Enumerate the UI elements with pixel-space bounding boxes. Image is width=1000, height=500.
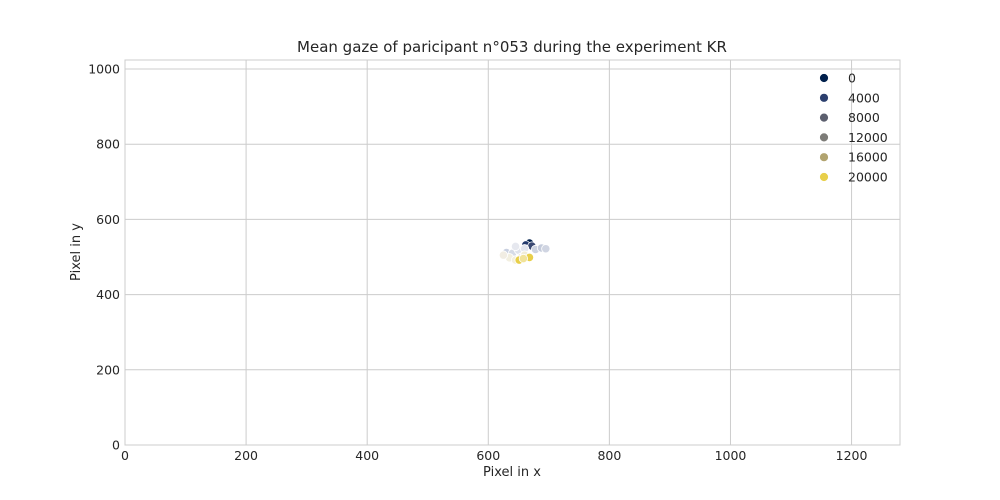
legend-marker bbox=[819, 73, 829, 83]
y-tick-label: 200 bbox=[96, 362, 120, 377]
legend-label: 4000 bbox=[848, 90, 880, 105]
data-point bbox=[518, 253, 528, 264]
legend-label: 8000 bbox=[848, 110, 880, 125]
x-tick-label: 0 bbox=[121, 448, 129, 463]
x-tick-label: 200 bbox=[234, 448, 258, 463]
data-points bbox=[498, 238, 551, 265]
y-tick-label: 600 bbox=[96, 212, 120, 227]
legend-marker bbox=[819, 152, 829, 163]
legend: 0 4000 8000 12000 16000 20000 bbox=[819, 71, 888, 185]
x-tick-label: 400 bbox=[355, 448, 379, 463]
x-tick-label: 600 bbox=[476, 448, 500, 463]
x-axis-label: Pixel in x bbox=[483, 465, 541, 480]
y-tick-label: 1000 bbox=[88, 62, 120, 77]
data-point bbox=[498, 250, 509, 260]
plot-frame bbox=[124, 59, 901, 446]
x-tick-label: 800 bbox=[597, 448, 621, 463]
chart-title: Mean gaze of paricipant n°053 during the… bbox=[297, 38, 727, 56]
x-tick-labels: 0 200 400 600 800 1000 1200 bbox=[121, 448, 867, 463]
grid bbox=[124, 60, 900, 446]
data-point bbox=[541, 244, 551, 254]
x-tick-label: 1200 bbox=[836, 448, 868, 463]
y-tick-labels: 0 200 400 600 800 1000 bbox=[88, 62, 120, 453]
legend-label: 12000 bbox=[848, 130, 888, 145]
data-point bbox=[510, 241, 521, 252]
y-tick-label: 800 bbox=[96, 137, 120, 152]
x-tick-label: 1000 bbox=[715, 448, 747, 463]
legend-marker bbox=[819, 172, 829, 182]
y-tick-label: 400 bbox=[96, 287, 120, 302]
legend-marker bbox=[819, 92, 829, 103]
y-tick-label: 0 bbox=[112, 438, 120, 453]
legend-marker bbox=[819, 112, 829, 123]
legend-label: 16000 bbox=[848, 150, 888, 165]
legend-label: 20000 bbox=[848, 170, 888, 185]
legend-marker bbox=[819, 132, 829, 143]
y-axis-label: Pixel in y bbox=[69, 223, 84, 281]
legend-label: 0 bbox=[848, 71, 856, 86]
